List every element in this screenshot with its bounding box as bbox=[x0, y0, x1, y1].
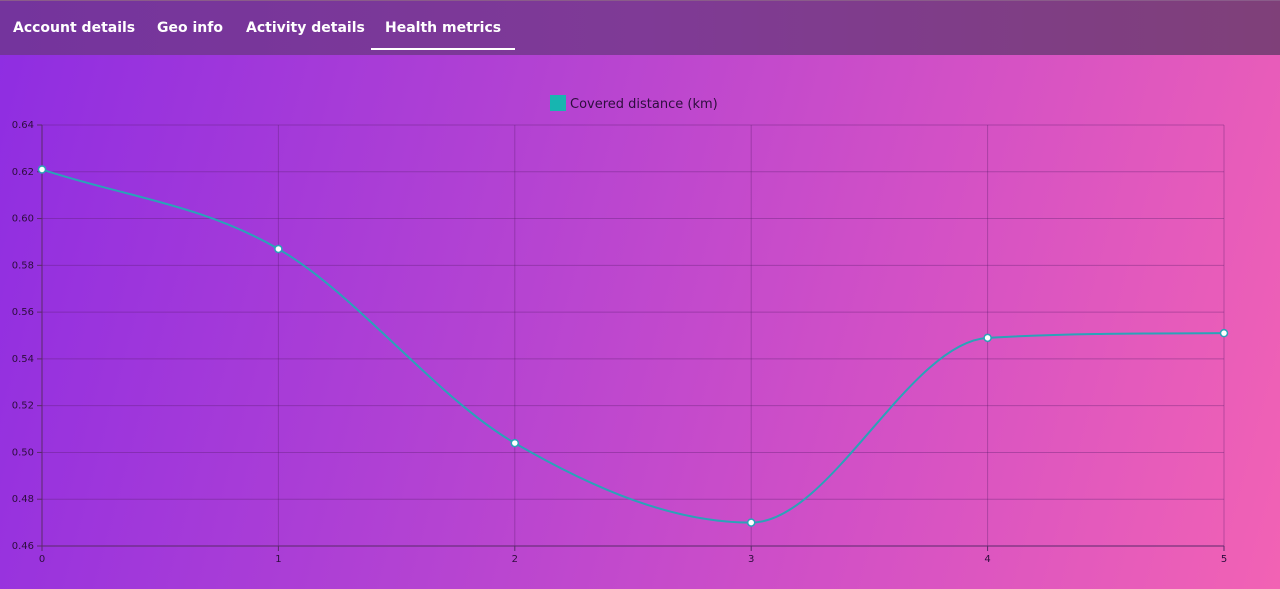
series-line bbox=[41, 168, 1225, 524]
data-point-0[interactable] bbox=[37, 165, 47, 174]
x-tick-label: 4 bbox=[984, 554, 990, 565]
y-tick-label: 0.64 bbox=[12, 120, 34, 131]
tab-health-metrics[interactable]: Health metrics bbox=[370, 1, 516, 56]
tab-geo-info[interactable]: Geo info bbox=[157, 20, 223, 36]
tab-activity-details[interactable]: Activity details bbox=[246, 20, 365, 36]
y-tick-label: 0.46 bbox=[12, 541, 34, 552]
data-point-4[interactable] bbox=[983, 333, 992, 343]
x-tick-label: 2 bbox=[512, 554, 518, 565]
data-point-2[interactable] bbox=[510, 438, 520, 448]
x-tick-label: 5 bbox=[1221, 554, 1227, 565]
y-tick-label: 0.60 bbox=[12, 214, 34, 225]
y-axis-ticks: 0.46 0.48 0.50 0.52 0.54 0.56 0.58 0.60 0.62 0.64 bbox=[12, 120, 42, 552]
y-tick-label: 0.58 bbox=[12, 260, 34, 271]
data-point-3[interactable] bbox=[746, 518, 756, 527]
y-tick-label: 0.62 bbox=[12, 167, 34, 178]
y-tick-label: 0.48 bbox=[12, 494, 34, 505]
legend-label: Covered distance (km) bbox=[570, 97, 718, 112]
y-tick-label: 0.56 bbox=[12, 307, 34, 318]
x-tick-label: 1 bbox=[275, 554, 281, 565]
data-points bbox=[37, 165, 1229, 527]
legend-swatch bbox=[550, 95, 566, 111]
data-point-5[interactable] bbox=[1219, 328, 1229, 338]
y-tick-label: 0.50 bbox=[12, 447, 34, 458]
x-axis-ticks: 0 1 2 3 4 5 bbox=[39, 546, 1227, 565]
distance-line-chart: Covered distance (km) 0.460.480.500.520.… bbox=[12, 95, 1229, 565]
axes bbox=[41, 125, 1224, 547]
data-point-1[interactable] bbox=[274, 244, 283, 254]
tab-account-details[interactable]: Account details bbox=[13, 20, 136, 36]
legend[interactable]: Covered distance (km) bbox=[550, 95, 718, 112]
tab-bar: Account details Geo info Activity detail… bbox=[0, 0, 1280, 55]
x-tick-label: 3 bbox=[748, 554, 754, 565]
y-tick-label: 0.52 bbox=[12, 401, 34, 412]
y-tick-label: 0.54 bbox=[12, 354, 34, 365]
x-tick-label: 0 bbox=[39, 554, 45, 565]
